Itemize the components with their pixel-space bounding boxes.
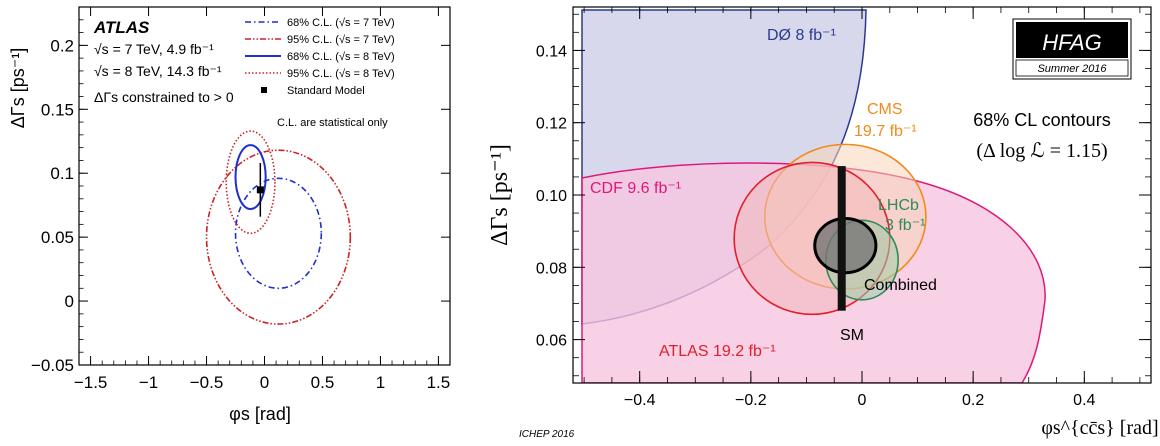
hfag-title: HFAG bbox=[1042, 30, 1101, 55]
left-sm-marker bbox=[256, 186, 264, 194]
legend-entry: 95% C.L. (√s = 8 TeV) bbox=[287, 68, 395, 80]
right-y-tick-label: 0.10 bbox=[536, 188, 567, 205]
atlas-panel: −1.5 −1 −0.5 0 0.5 1 1.5 −0.05 0 0.05 0.1 0.15 0.2 A… bbox=[8, 6, 451, 424]
right-y-tick-label: 0.08 bbox=[536, 260, 567, 277]
left-x-tick-label: 0 bbox=[260, 373, 269, 392]
left-y-tick-label: 0 bbox=[65, 292, 74, 311]
right-y-axis-label: ΔΓs [ps⁻¹] bbox=[487, 144, 513, 246]
left-contours bbox=[205, 130, 352, 325]
legend-marker bbox=[261, 87, 267, 93]
right-axes: −0.4 −0.2 0 0.2 0.4 0.06 0.08 0.10 0.12 0.14 bbox=[536, 7, 1151, 409]
cl-contours-text: 68% CL contours bbox=[973, 110, 1110, 130]
right-x-tick-label: 0.4 bbox=[1073, 392, 1095, 409]
left-y-tick-label: 0.15 bbox=[41, 100, 74, 119]
left-x-tick-label: 1 bbox=[376, 373, 385, 392]
footer-label: ICHEP 2016 bbox=[519, 429, 575, 440]
right-x-tick-label: −0.2 bbox=[735, 392, 767, 409]
right-x-axis-label: φs^{cc̄s} [rad] bbox=[1041, 417, 1158, 439]
left-contour-3 bbox=[225, 130, 276, 235]
atlas-info-3: ΔΓs constrained to > 0 bbox=[94, 89, 234, 105]
sm-label: SM bbox=[840, 327, 864, 344]
left-contour-1 bbox=[205, 149, 352, 325]
left-y-tick-label: 0.2 bbox=[50, 36, 74, 55]
lhcb-label: LHCb bbox=[878, 197, 919, 214]
left-x-tick-label: −0.5 bbox=[190, 373, 224, 392]
cl-formula: (Δ log ℒ = 1.15) bbox=[976, 140, 1107, 162]
left-x-tick-label: −1 bbox=[139, 373, 158, 392]
legend-entry: Standard Model bbox=[287, 85, 365, 97]
legend-entry: 68% C.L. (√s = 8 TeV) bbox=[287, 51, 395, 63]
left-x-tick-label: 0.5 bbox=[311, 373, 335, 392]
left-y-tick-label: −0.05 bbox=[31, 356, 74, 375]
right-x-tick-label: 0 bbox=[858, 392, 867, 409]
right-sm-band bbox=[837, 166, 846, 311]
atlas-info-2: √s = 8 TeV, 14.3 fb⁻¹ bbox=[94, 63, 222, 79]
combined-label: Combined bbox=[864, 277, 937, 294]
atlas-info-1: √s = 7 TeV, 4.9 fb⁻¹ bbox=[94, 41, 214, 57]
atlas-right-label: ATLAS 19.2 fb⁻¹ bbox=[659, 343, 776, 360]
statistical-note: C.L. are statistical only bbox=[277, 117, 388, 129]
right-y-tick-label: 0.12 bbox=[536, 116, 567, 133]
d0-label: DØ 8 fb⁻¹ bbox=[767, 27, 836, 44]
left-contour-2 bbox=[234, 144, 267, 211]
left-x-tick-label: −1.5 bbox=[74, 373, 108, 392]
cms-label: CMS bbox=[867, 101, 903, 118]
cdf-label: CDF 9.6 fb⁻¹ bbox=[590, 180, 681, 197]
left-x-tick-label: 1.5 bbox=[427, 373, 451, 392]
right-y-tick-label: 0.14 bbox=[536, 43, 567, 60]
atlas-label: ATLAS bbox=[93, 18, 150, 37]
left-axes: −1.5 −1 −0.5 0 0.5 1 1.5 −0.05 0 0.05 0.1 0.15 0.2 bbox=[31, 7, 450, 392]
hfag-panel: −0.4 −0.2 0 0.2 0.4 0.06 0.08 0.10 0.12 0.14 HFAG… bbox=[487, 6, 1159, 440]
right-x-tick-label: 0.2 bbox=[962, 392, 984, 409]
left-x-axis-label: φs [rad] bbox=[229, 404, 291, 424]
hfag-logo: HFAG Summer 2016 bbox=[1012, 18, 1132, 80]
lhcb-lumi-label: 3 fb⁻¹ bbox=[885, 217, 925, 234]
legend-entry: 68% C.L. (√s = 7 TeV) bbox=[287, 17, 395, 29]
left-standard-model bbox=[256, 162, 264, 217]
left-y-axis-label: ΔΓs [ps⁻¹] bbox=[8, 48, 28, 128]
right-y-tick-label: 0.06 bbox=[536, 333, 567, 350]
right-x-tick-label: −0.4 bbox=[624, 392, 656, 409]
left-y-tick-label: 0.05 bbox=[41, 228, 74, 247]
right-standard-model bbox=[837, 166, 846, 311]
hfag-subtitle: Summer 2016 bbox=[1037, 63, 1107, 75]
left-contour-0 bbox=[234, 177, 323, 290]
left-y-tick-label: 0.1 bbox=[50, 164, 74, 183]
cms-lumi-label: 19.7 fb⁻¹ bbox=[854, 123, 917, 140]
legend-entry: 95% C.L. (√s = 7 TeV) bbox=[287, 34, 395, 46]
left-legend: 68% C.L. (√s = 7 TeV) 95% C.L. (√s = 7 Te… bbox=[245, 17, 395, 97]
